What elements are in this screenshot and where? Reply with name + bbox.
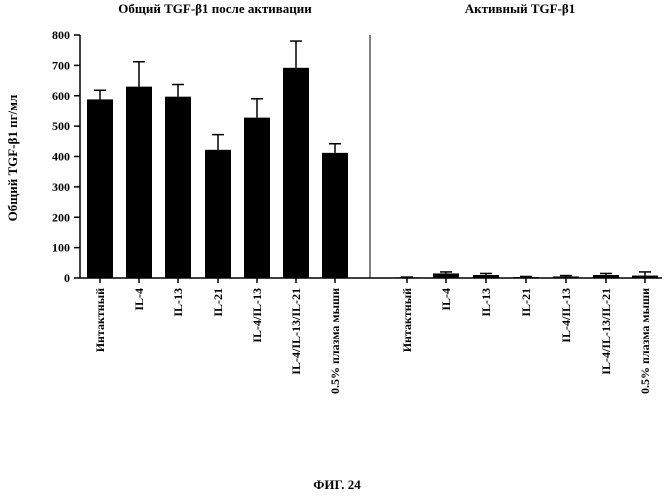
x-tick-label: IL-4 — [439, 288, 453, 311]
figure-caption: ФИГ. 24 — [313, 477, 361, 492]
bar-0-3 — [205, 150, 231, 278]
right-panel-title: Активный TGF-β1 — [465, 1, 576, 16]
bar-0-1 — [126, 87, 152, 278]
bar-0-0 — [87, 99, 113, 278]
bar-1-2 — [473, 275, 499, 278]
y-tick-label: 0 — [64, 271, 70, 285]
bar-0-5 — [283, 68, 309, 278]
x-tick-label: IL-4/IL-13 — [559, 288, 573, 343]
x-tick-label: IL-4/IL-13/IL-21 — [599, 288, 613, 375]
bar-1-5 — [593, 275, 619, 278]
x-tick-label: IL-4/IL-13/IL-21 — [289, 288, 303, 375]
bar-0-6 — [322, 153, 348, 278]
bar-1-6 — [632, 276, 658, 278]
x-tick-label: 0.5% плазма мыши — [328, 288, 342, 394]
plot-area: 0 100 200 300 400 500 600 700 800 Интактный IL-4 IL… — [52, 28, 662, 394]
x-tick-label: 0.5% плазма мыши — [638, 288, 652, 394]
bar-1-1 — [433, 273, 459, 278]
bar-0-2 — [165, 97, 191, 278]
x-tick-label: Интактный — [400, 288, 414, 352]
x-tick-label: IL-21 — [211, 288, 225, 317]
y-tick-label: 600 — [52, 89, 70, 103]
y-tick-label: 300 — [52, 180, 70, 194]
x-tick-label: IL-4 — [132, 288, 146, 311]
x-tick-label: IL-21 — [519, 288, 533, 317]
y-tick-label: 100 — [52, 241, 70, 255]
x-tick-label: IL-13 — [171, 288, 185, 317]
bar-0-4 — [244, 118, 270, 278]
y-tick-label: 700 — [52, 58, 70, 72]
y-tick-label: 200 — [52, 210, 70, 224]
y-axis-label: Общий TGF-β1 пг/мл — [5, 95, 20, 222]
x-tick-label: IL-4/IL-13 — [250, 288, 264, 343]
y-tick-label: 800 — [52, 28, 70, 42]
y-tick-label: 400 — [52, 150, 70, 164]
left-panel-title: Общий TGF-β1 после активации — [118, 1, 312, 16]
bar-1-4 — [553, 276, 579, 278]
x-tick-label: Интактный — [93, 288, 107, 352]
x-tick-label: IL-13 — [479, 288, 493, 317]
y-tick-label: 500 — [52, 119, 70, 133]
